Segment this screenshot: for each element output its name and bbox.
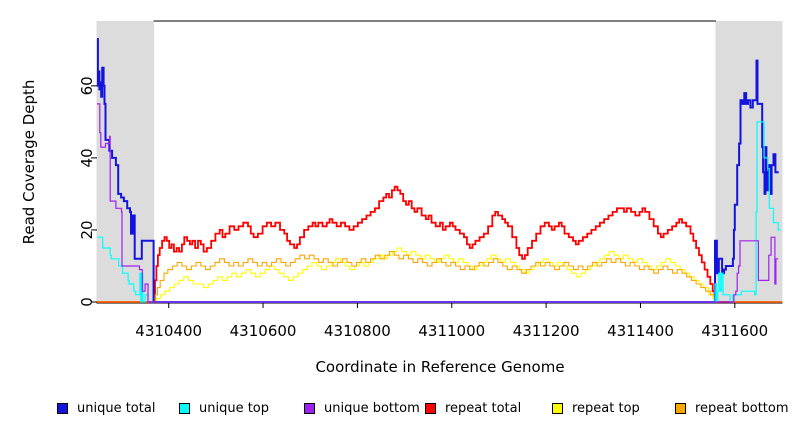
x-tick-label: 4311600: [701, 322, 768, 340]
legend-swatch-unique-bottom: [304, 402, 315, 414]
series-line-unique-bottom: [97, 103, 779, 303]
legend-swatch-repeat-total: [425, 402, 436, 414]
series-line-repeat-top: [97, 247, 782, 303]
legend-label: unique bottom: [324, 400, 420, 416]
y-tick-label: 20: [78, 220, 96, 239]
x-axis-title: Coordinate in Reference Genome: [315, 358, 565, 376]
plot-area: 4310400 4310600 4310800 4311000 4311200 43114…: [78, 20, 783, 340]
x-tick-label: 4311400: [607, 322, 674, 340]
legend-label: repeat bottom: [695, 400, 789, 416]
series-line-unique-top: [97, 121, 781, 303]
series-line-repeat-bottom: [97, 251, 782, 303]
legend-label: unique total: [77, 400, 156, 416]
legend-swatch-repeat-bottom: [675, 402, 686, 414]
x-tick-label: 4310800: [324, 322, 391, 340]
y-tick-label: 40: [78, 148, 96, 167]
y-axis-title: Read Coverage Depth: [20, 79, 38, 245]
legend-item-repeat-total: repeat total: [425, 399, 521, 417]
legend-label: unique top: [199, 400, 270, 416]
legend-item-unique-total: unique total: [57, 399, 155, 417]
x-tick-label: 4310600: [230, 322, 297, 340]
legend-label: repeat top: [572, 400, 640, 416]
shaded-region-right-repeat-flank: [715, 21, 783, 303]
shaded-region-left-repeat-flank: [96, 21, 155, 303]
x-tick-label: 4311200: [513, 322, 580, 340]
legend-swatch-unique-total: [57, 402, 68, 414]
legend-label: repeat total: [445, 400, 522, 416]
legend-item-unique-bottom: unique bottom: [304, 399, 420, 417]
legend-item-repeat-top: repeat top: [552, 399, 640, 417]
y-tick-label: 0: [78, 297, 96, 307]
legend: unique total unique top unique bottom repea…: [0, 399, 792, 417]
legend-swatch-unique-top: [179, 402, 190, 414]
legend-swatch-repeat-top: [552, 402, 563, 414]
x-tick-label: 4311000: [418, 322, 485, 340]
x-tick-label: 4310400: [135, 322, 202, 340]
legend-item-unique-top: unique top: [179, 399, 269, 417]
y-tick-label: 60: [78, 76, 96, 95]
series-line-repeat-total: [97, 185, 782, 303]
legend-item-repeat-bottom: repeat bottom: [675, 399, 789, 417]
